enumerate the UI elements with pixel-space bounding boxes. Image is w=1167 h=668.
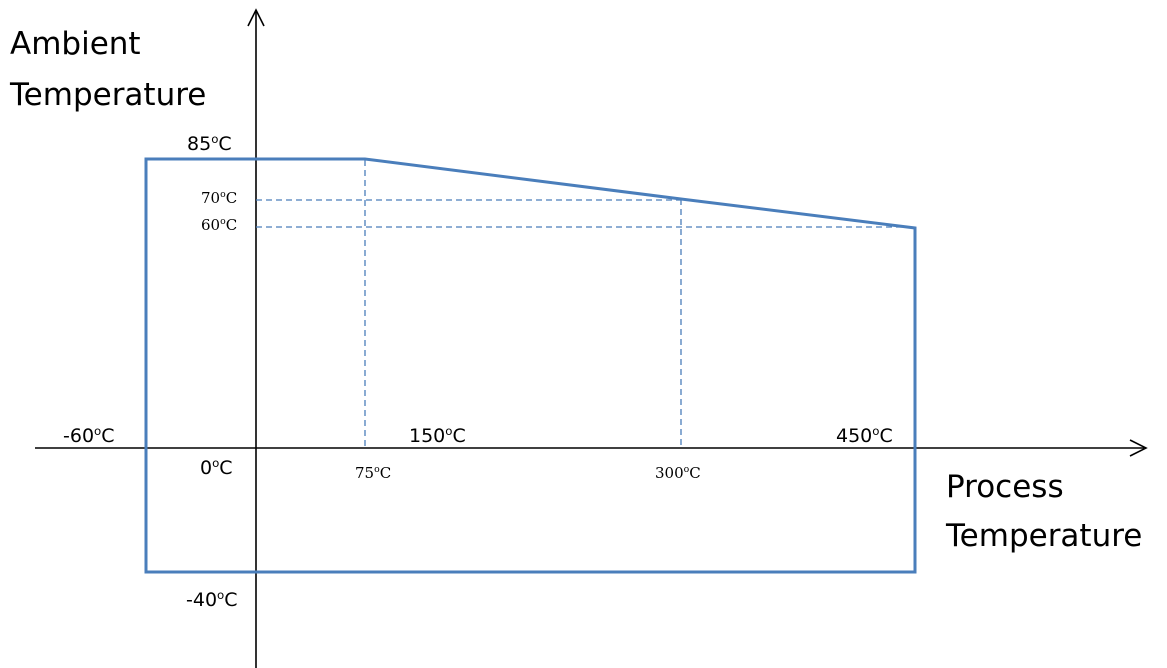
label-minus40c: -40oC: [186, 588, 238, 611]
x-axis-title-line2: Temperature: [945, 518, 1142, 554]
y-axis-title-line1: Ambient: [10, 26, 141, 62]
x-axis-title-line1: Process: [946, 469, 1064, 505]
label-minus60c: -60oC: [63, 424, 115, 447]
label-300c: 300oC: [655, 464, 701, 482]
label-450c: 450oC: [836, 424, 893, 447]
operating-region-boundary: [144, 157, 917, 574]
label-70c: 70oC: [201, 189, 237, 207]
label-75c: 75oC: [355, 464, 391, 482]
guide-lines: [256, 160, 914, 448]
axes: [35, 8, 1148, 668]
y-axis-arrowhead: [247, 8, 265, 27]
label-60c: 60oC: [201, 216, 237, 234]
y-axis-title-line2: Temperature: [9, 77, 206, 113]
x-axis-arrowhead: [1129, 439, 1148, 457]
label-150c: 150oC: [409, 424, 466, 447]
label-0c: 0oC: [200, 456, 233, 479]
label-85c: 85oC: [187, 132, 232, 155]
